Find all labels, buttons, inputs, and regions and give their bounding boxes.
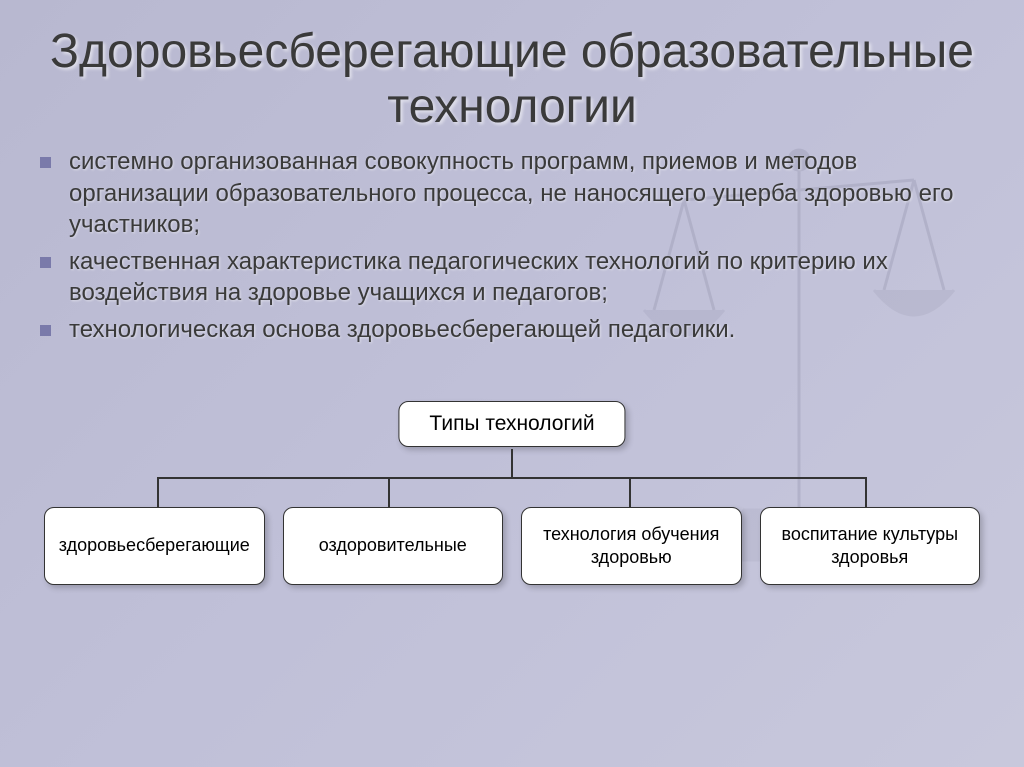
hierarchy-diagram: Типы технологий здоровьесберегающие оздо… [40,401,984,631]
diagram-child-node: здоровьесберегающие [44,507,265,585]
bullet-item: технологическая основа здоровьесберегающ… [40,314,984,345]
bullet-item: качественная характеристика педагогическ… [40,246,984,308]
slide-title: Здоровьесберегающие образовательные техн… [40,24,984,134]
diagram-root-node: Типы технологий [398,401,625,447]
bullet-text: технологическая основа здоровьесберегающ… [69,314,735,345]
connector-line [388,477,390,507]
connector-line [629,477,631,507]
connector-line [158,477,866,479]
bullet-marker-icon [40,257,51,268]
bullet-text: качественная характеристика педагогическ… [69,246,984,308]
bullet-text: системно организованная совокупность про… [69,146,984,240]
bullet-item: системно организованная совокупность про… [40,146,984,240]
connector-line [511,449,513,477]
connector-line [157,477,159,507]
diagram-child-node: технология обучения здоровью [521,507,742,585]
diagram-children-row: здоровьесберегающие оздоровительные техн… [40,507,984,585]
connector-line [865,477,867,507]
diagram-child-node: воспитание культуры здоровья [760,507,981,585]
bullet-marker-icon [40,157,51,168]
bullet-marker-icon [40,325,51,336]
diagram-child-node: оздоровительные [283,507,504,585]
bullet-list: системно организованная совокупность про… [40,146,984,345]
